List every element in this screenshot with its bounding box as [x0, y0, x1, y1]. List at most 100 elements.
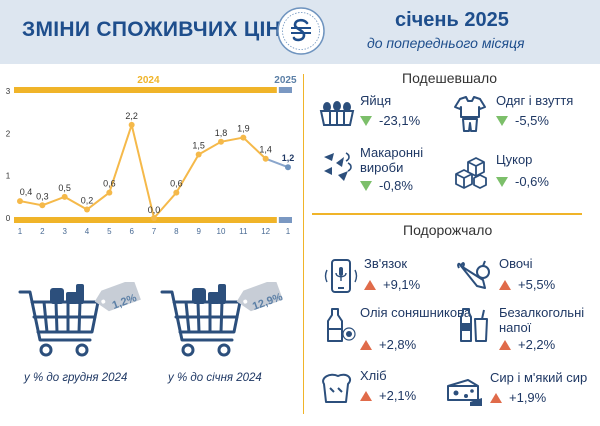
data-point [61, 193, 68, 200]
series-line-2024 [19, 121, 267, 221]
year-band-bottom-2024 [14, 217, 277, 223]
y-tick-label: 1 [6, 172, 11, 181]
pricier-item-communication: Зв'язок +9,1% [322, 256, 462, 300]
data-point [106, 189, 113, 196]
shopping-cart-icon [160, 282, 283, 357]
year-label-2024: 2024 [137, 75, 160, 86]
clothes-icon [454, 96, 486, 132]
cart-month-change: 1,2% у % до грудня 2024 [14, 282, 154, 384]
arrow-up-icon [490, 393, 502, 403]
x-tick-label: 6 [129, 227, 134, 236]
pasta-icon [324, 152, 352, 181]
data-label: 1,9 [237, 124, 250, 134]
arrow-up-icon [360, 391, 372, 401]
data-point [195, 151, 202, 158]
pricier-item-name: Овочі [499, 256, 533, 271]
hryvnia-logo-icon [277, 7, 325, 55]
cheaper-item-value: -23,1% [360, 113, 420, 128]
arrow-up-icon [499, 280, 511, 290]
pricier-item-value: +2,2% [499, 337, 555, 352]
pricier-item-name: Безалкогольні напої [499, 305, 585, 335]
year-label-2025: 2025 [274, 75, 297, 86]
year-band-top-2025 [278, 87, 292, 93]
data-point [17, 198, 23, 205]
pricier-item-name: Зв'язок [364, 256, 408, 271]
cheaper-item-name: Яйця [360, 93, 392, 108]
arrow-down-icon [496, 177, 508, 187]
data-label: 1,8 [215, 128, 228, 138]
cheaper-item-pasta: Макаронні вироби -0,8% [318, 145, 458, 193]
y-tick-label: 0 [6, 214, 11, 223]
arrow-up-icon [360, 340, 372, 350]
data-label: 1,5 [192, 141, 205, 151]
pricier-item-sunflower-oil: Олія соняшникова +2,8% [318, 305, 471, 352]
x-tick-label: 5 [107, 227, 112, 236]
data-point [218, 138, 224, 145]
data-point [151, 215, 157, 221]
data-point [285, 164, 291, 171]
x-tick-label: 9 [196, 227, 201, 236]
pricier-item-value: +1,9% [490, 390, 546, 405]
cheaper-item-value: -5,5% [496, 113, 549, 128]
pricier-item-name: Сир і м'який сир [490, 370, 588, 385]
data-label: 0,5 [58, 183, 71, 193]
pricier-item-name: Олія соняшникова [360, 305, 472, 320]
header-banner: ЗМІНИ СПОЖИВЧИХ ЦІН січень 2025 до попер… [0, 0, 600, 64]
data-point [128, 121, 135, 128]
data-point [240, 134, 247, 141]
cheaper-title: Подешевшало [402, 70, 498, 86]
vertical-divider [303, 74, 304, 414]
x-tick-label: 2 [40, 227, 45, 236]
cart-year-change: 12,9% у % до січня 2024 [156, 282, 296, 384]
data-label: 1,2 [282, 153, 295, 163]
pricier-item-value: +2,8% [360, 337, 416, 352]
report-month: січень 2025 [395, 9, 509, 31]
data-label: 0,6 [170, 179, 183, 189]
data-label: 2,2 [125, 111, 138, 121]
data-point [173, 189, 180, 196]
data-label: 0,6 [103, 179, 116, 189]
drinks-icon [460, 308, 488, 342]
x-tick-label: 7 [152, 227, 157, 236]
pricier-item-bread: Хліб +2,1% [318, 368, 458, 412]
pricier-item-value: +2,1% [360, 388, 416, 403]
shopping-cart-icon [18, 282, 141, 357]
data-point [262, 155, 269, 162]
cheaper-item-value: -0,6% [496, 174, 549, 189]
arrow-down-icon [496, 116, 508, 126]
bread-icon [322, 373, 352, 403]
page-title: ЗМІНИ СПОЖИВЧИХ ЦІН [22, 18, 282, 41]
series-line-2025 [265, 157, 289, 169]
report-subtitle: до попереднього місяця [367, 35, 525, 51]
y-tick-label: 2 [6, 129, 11, 138]
data-label: 0,4 [20, 187, 33, 197]
cart-year-caption: у % до січня 2024 [168, 372, 262, 384]
data-point [84, 206, 90, 213]
pricier-item-vegetables: Овочі +5,5% [455, 256, 595, 300]
pricier-item-value: +5,5% [499, 277, 555, 292]
vegetables-icon [457, 260, 490, 289]
x-tick-label: 3 [62, 227, 67, 236]
cheaper-item-value: -0,8% [360, 178, 413, 193]
eggs-icon [319, 101, 355, 126]
y-tick-label: 3 [6, 87, 11, 96]
arrow-down-icon [360, 181, 372, 191]
pricier-item-cheese: Сир і м'який сир +1,9% [446, 370, 596, 414]
pricier-item-value: +9,1% [364, 277, 420, 292]
x-tick-label: 11 [239, 227, 248, 236]
x-tick-label: 8 [174, 227, 179, 236]
cheaper-item-name: Одяг і взуття [496, 93, 574, 108]
arrow-up-icon [499, 340, 511, 350]
x-tick-label: 4 [85, 227, 90, 236]
cheese-icon [447, 379, 482, 406]
cheaper-item-sugar: Цукор -0,6% [452, 152, 592, 196]
data-label: 0,2 [81, 196, 94, 206]
year-band-top-2024 [14, 87, 277, 93]
phone-icon [324, 259, 358, 293]
x-tick-label: 1 [286, 227, 291, 236]
pricier-title: Подорожчало [403, 222, 493, 238]
oil-icon [327, 308, 356, 342]
data-point [39, 202, 46, 209]
year-band-bottom-2025 [278, 217, 292, 223]
